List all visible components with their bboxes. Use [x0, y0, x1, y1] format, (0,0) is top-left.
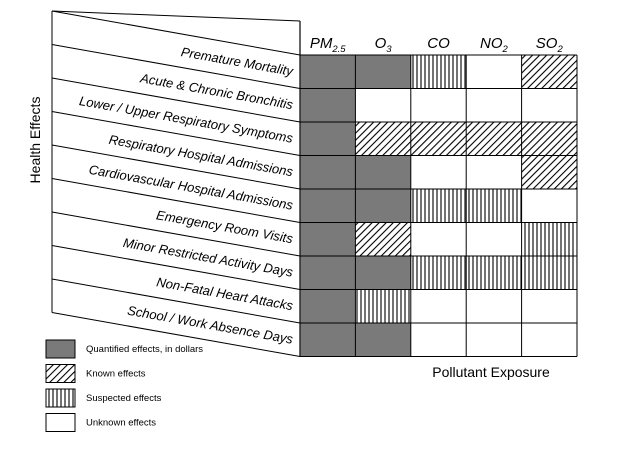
matrix-cell-suspected [466, 256, 522, 290]
pollutant-header: O3 [375, 35, 393, 55]
matrix-cells [300, 55, 577, 357]
legend-swatch-suspected [45, 388, 76, 408]
matrix-cell-unknown [466, 222, 522, 256]
matrix-cell-unknown [410, 323, 467, 357]
matrix-cell-quantified [355, 55, 411, 89]
matrix-cell-unknown [410, 155, 467, 189]
pollutant-headers: PM2.5 O3 CO NO2 SO2 [310, 35, 564, 55]
health-effect-label: Non-Fatal Heart Attacks [155, 274, 294, 313]
matrix-cell-quantified [300, 155, 356, 189]
row-divider [51, 10, 301, 56]
row-divider [51, 178, 301, 223]
matrix-cell-quantified [300, 256, 356, 290]
label-area-top-edge [51, 10, 301, 22]
matrix-cell-suspected [410, 189, 467, 223]
matrix-cell-unknown [466, 289, 522, 323]
y-axis-label: Health Effects [27, 97, 43, 184]
matrix-cell-known [521, 155, 577, 189]
row-divider [51, 278, 301, 324]
matrix-cell-unknown [521, 289, 577, 323]
matrix-cell-unknown [466, 55, 522, 89]
matrix-cell-quantified [300, 55, 356, 89]
matrix-cell-quantified [300, 222, 356, 256]
x-axis-label: Pollutant Exposure [432, 364, 550, 380]
matrix-cell-quantified [355, 323, 411, 357]
health-effect-label: Emergency Room Visits [155, 207, 294, 246]
health-effect-label: Premature Mortality [180, 44, 296, 79]
legend-label: Unknown effects [86, 418, 156, 429]
matrix-cell-unknown [410, 88, 467, 122]
legend-swatch-known [45, 364, 76, 383]
health-effect-label: Acute & Chronic Bronchitis [138, 70, 294, 112]
matrix-cell-known [355, 122, 411, 156]
matrix-cell-unknown [521, 189, 577, 223]
matrix-cell-known [521, 55, 577, 89]
matrix-cell-known [466, 122, 522, 156]
matrix-cell-known [410, 122, 467, 156]
matrix-cell-suspected [521, 222, 577, 256]
row-divider [51, 211, 301, 257]
legend-swatch-unknown [45, 413, 76, 432]
row-divider [51, 77, 301, 123]
matrix-cell-suspected [466, 189, 522, 223]
pollutant-header: PM2.5 [310, 35, 346, 55]
matrix-cell-unknown [521, 323, 577, 357]
matrix-cell-suspected [521, 256, 577, 290]
matrix-cell-known [355, 222, 411, 256]
pollutant-header: NO2 [480, 35, 509, 55]
row-divider [51, 111, 301, 156]
matrix-cell-unknown [410, 222, 467, 256]
matrix-cell-quantified [300, 323, 356, 357]
matrix-cell-known [521, 122, 577, 156]
legend-swatch-quantified [45, 339, 76, 359]
pollutant-header: SO2 [536, 35, 564, 55]
pollutant-header: CO [427, 35, 450, 52]
row-divider [51, 144, 301, 190]
matrix-cell-unknown [466, 155, 522, 189]
matrix-cell-quantified [355, 155, 411, 189]
matrix-cell-quantified [300, 122, 356, 156]
matrix-cell-quantified [355, 189, 411, 223]
matrix-cell-unknown [466, 323, 522, 357]
matrix-cell-quantified [300, 88, 356, 122]
matrix-cell-quantified [355, 256, 411, 290]
matrix-grid [299, 54, 578, 357]
row-divider [51, 44, 301, 89]
matrix-cell-quantified [300, 189, 356, 223]
matrix-cell-unknown [521, 88, 577, 122]
legend: Quantified effects, in dollars Known effe… [45, 339, 203, 432]
row-divider [51, 312, 301, 357]
row-divider [51, 245, 301, 290]
matrix-cell-quantified [300, 289, 356, 323]
legend-label: Suspected effects [86, 393, 162, 404]
matrix-cell-suspected [410, 55, 467, 89]
matrix-cell-suspected [410, 256, 467, 290]
matrix-cell-unknown [466, 88, 522, 122]
matrix-cell-suspected [355, 289, 411, 323]
legend-label: Known effects [86, 369, 146, 380]
legend-label: Quantified effects, in dollars [86, 344, 203, 355]
matrix-cell-unknown [410, 289, 467, 323]
matrix-cell-unknown [355, 88, 411, 122]
